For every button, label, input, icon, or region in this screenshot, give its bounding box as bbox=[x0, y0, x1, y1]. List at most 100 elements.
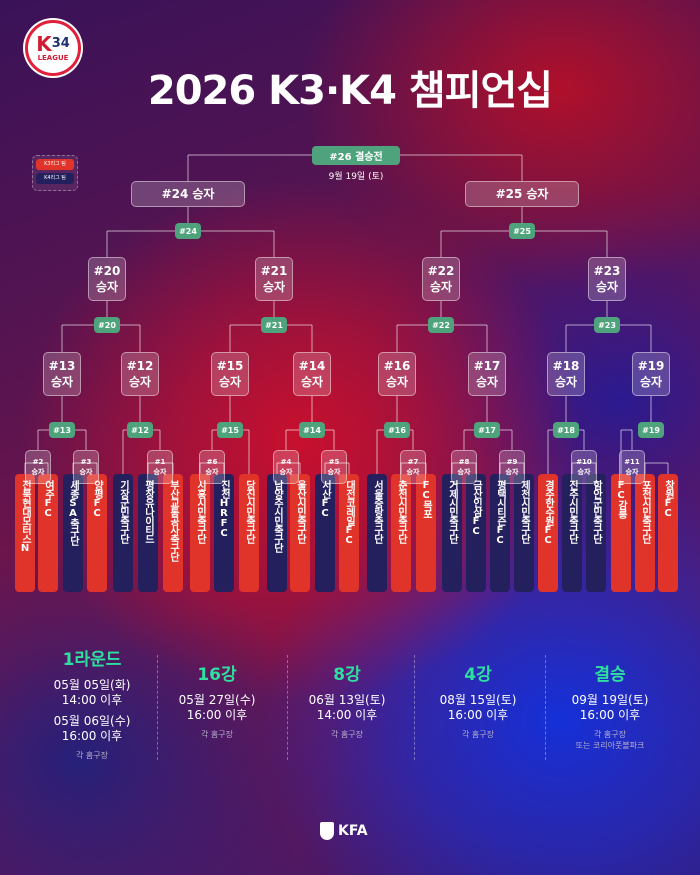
team-name: FC강릉 bbox=[615, 480, 627, 518]
winner-box-text: #16 bbox=[383, 359, 411, 373]
winner-box-text: 승자 bbox=[128, 375, 152, 389]
winner-box-text: #3 bbox=[80, 458, 92, 466]
winner-box-5: #5 승자 bbox=[321, 450, 347, 484]
venue: 각 홈구장 bbox=[152, 729, 282, 740]
venue: 각 홈구장 bbox=[282, 729, 412, 740]
match-label-17: #17 bbox=[474, 422, 500, 438]
datetime-line: 09월 19일(토) bbox=[571, 693, 649, 707]
winner-box-text: 승자 bbox=[192, 187, 215, 201]
team-name: 당진시민축구단 bbox=[243, 480, 255, 543]
team-15: 서울중랑축구단 bbox=[367, 474, 387, 592]
datetime-line: 16:00 이후 bbox=[61, 729, 123, 743]
team-name: 평택시티즌FC bbox=[494, 480, 506, 545]
winner-box-text: #22 bbox=[427, 264, 455, 278]
team-name: 춘천시민축구단 bbox=[395, 480, 407, 543]
round-datetime: 05월 06일(수) 16:00 이후 bbox=[27, 714, 157, 744]
team-name: 부산교통공사축구단 bbox=[167, 480, 179, 561]
team-1: 전북현대모터스N bbox=[15, 474, 35, 592]
team-name: 함안군민축구단 bbox=[590, 480, 602, 543]
divider bbox=[157, 655, 158, 760]
schedule-column: 4강 08월 15일(토) 16:00 이후 각 홈구장 bbox=[413, 660, 543, 740]
team-name: 창원FC bbox=[662, 480, 674, 518]
datetime-line: 08월 15일(토) bbox=[439, 693, 517, 707]
winner-box-text: 승자 bbox=[526, 187, 549, 201]
match-label-13: #13 bbox=[49, 422, 75, 438]
team-14: 대전코레일FC bbox=[339, 474, 359, 592]
match-label-22: #22 bbox=[428, 317, 454, 333]
winner-box-text: 승자 bbox=[595, 280, 619, 294]
datetime-line: 16:00 이후 bbox=[579, 708, 641, 722]
team-name: 여주FC bbox=[42, 480, 54, 518]
round-datetime: 06월 13일(토) 14:00 이후 bbox=[282, 693, 412, 723]
team-name: 평창유나이티드 bbox=[142, 480, 154, 543]
round-title: 1라운드 bbox=[62, 650, 122, 670]
team-4: 양평FC bbox=[87, 474, 107, 592]
team-19: 금산인삼FC bbox=[466, 474, 486, 592]
team-16: 춘천시민축구단 bbox=[391, 474, 411, 592]
winner-box-23: #23 승자 bbox=[588, 257, 626, 301]
final-date: 9월 19일 (토) bbox=[328, 172, 384, 182]
team-name: 서산FC bbox=[319, 480, 331, 518]
winner-box-25: #25 승자 bbox=[465, 181, 579, 207]
winner-box-11: #11 승자 bbox=[619, 450, 645, 484]
datetime-line: 16:00 이후 bbox=[186, 708, 248, 722]
divider bbox=[287, 655, 288, 760]
venue: 각 홈구장 bbox=[413, 729, 543, 740]
datetime-line: 05월 05일(화) bbox=[53, 678, 131, 692]
page-title: 2026 K3·K4 챔피언십 bbox=[147, 68, 553, 114]
team-2: 여주FC bbox=[38, 474, 58, 592]
winner-box-text: 승자 bbox=[31, 468, 45, 476]
venue-line: 각 홈구장 bbox=[76, 751, 108, 760]
team-3: 세종SA축구단 bbox=[63, 474, 83, 592]
match-label-21: #21 bbox=[261, 317, 287, 333]
match-label-12: #12 bbox=[127, 422, 153, 438]
winner-box-text: #11 bbox=[624, 458, 640, 466]
winner-box-19: #19 승자 bbox=[632, 352, 670, 396]
datetime-line: 05월 06일(수) bbox=[53, 714, 131, 728]
winner-box-4: #4 승자 bbox=[273, 450, 299, 484]
team-name: 세종SA축구단 bbox=[67, 480, 79, 545]
team-name: 진주시민축구단 bbox=[566, 480, 578, 543]
schedule-column: 16강 05월 27일(수) 16:00 이후 각 홈구장 bbox=[152, 660, 282, 740]
winner-box-text: #9 bbox=[506, 458, 518, 466]
k3-k4-league-logo: K34 LEAGUE bbox=[25, 20, 81, 76]
datetime-line: 06월 13일(토) bbox=[308, 693, 386, 707]
team-27: 창원FC bbox=[658, 474, 678, 592]
winner-box-1: #1 승자 bbox=[147, 450, 173, 484]
datetime-line: 05월 27일(수) bbox=[178, 693, 256, 707]
winner-box-9: #9 승자 bbox=[499, 450, 525, 484]
match-label-15: #15 bbox=[217, 422, 243, 438]
team-10: 당진시민축구단 bbox=[239, 474, 259, 592]
round-title: 8강 bbox=[333, 665, 361, 685]
match-label-20: #20 bbox=[94, 317, 120, 333]
winner-box-text: 승자 bbox=[639, 375, 663, 389]
match-label-19: #19 bbox=[638, 422, 664, 438]
winner-box-text: #13 bbox=[48, 359, 76, 373]
team-name: 전북현대모터스N bbox=[19, 480, 31, 553]
winner-box-6: #6 승자 bbox=[199, 450, 225, 484]
venue-line: 각 홈구장 bbox=[331, 730, 363, 739]
winner-box-3: #3 승자 bbox=[73, 450, 99, 484]
winner-box-text: 승자 bbox=[554, 375, 578, 389]
winner-box-text: #6 bbox=[206, 458, 218, 466]
team-name: 울산시민축구단 bbox=[294, 480, 306, 543]
team-5: 기장군민축구단 bbox=[113, 474, 133, 592]
kfa-text: KFA bbox=[338, 823, 368, 839]
team-20: 평택시티즌FC bbox=[490, 474, 510, 592]
team-name: 대전코레일FC bbox=[343, 480, 355, 545]
winner-box-text: 승자 bbox=[153, 468, 167, 476]
venue: 각 홈구장 또는 코리아풋볼파크 bbox=[545, 729, 675, 751]
winner-box-text: 승자 bbox=[327, 468, 341, 476]
round-title: 결승 bbox=[594, 665, 626, 685]
venue-line: 각 홈구장 bbox=[462, 730, 494, 739]
datetime-line: 14:00 이후 bbox=[316, 708, 378, 722]
team-name: 제천시민축구단 bbox=[518, 480, 530, 543]
winner-box-20: #20 승자 bbox=[88, 257, 126, 301]
winner-box-text: 승자 bbox=[577, 468, 591, 476]
kfa-emblem-icon bbox=[320, 822, 334, 840]
winner-box-text: 승자 bbox=[429, 280, 453, 294]
final-match-label: #26 결승전 bbox=[312, 146, 400, 165]
winner-box-text: #17 bbox=[473, 359, 501, 373]
legend-k3: K3리그 팀 bbox=[36, 159, 74, 170]
